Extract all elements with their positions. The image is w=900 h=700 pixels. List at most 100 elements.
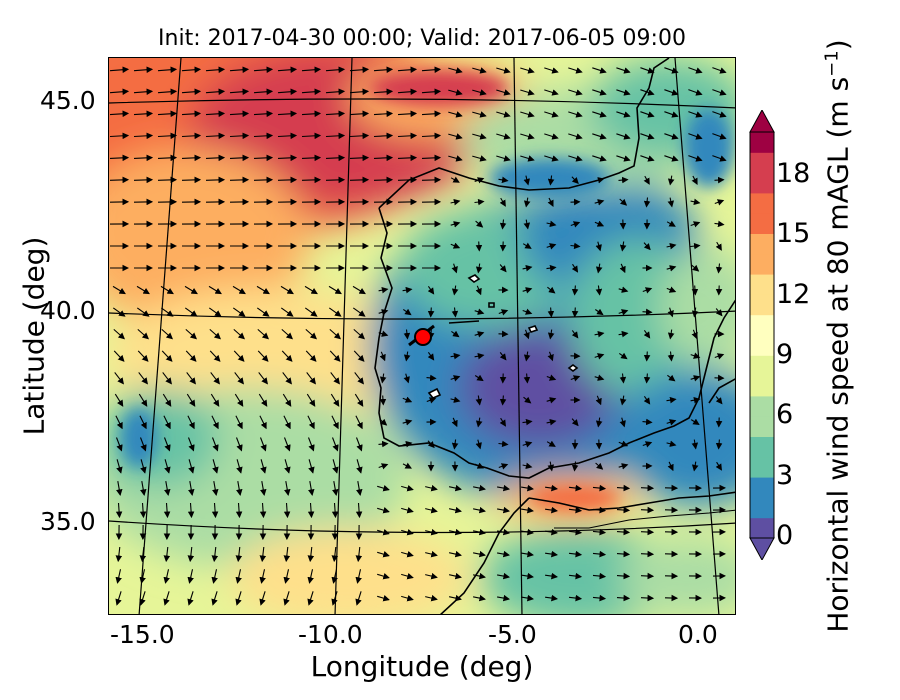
wind-arrow: [235, 591, 242, 606]
wind-arrow: [235, 546, 243, 563]
wind-arrow: [308, 481, 315, 496]
wind-arrow: [301, 66, 322, 74]
wind-arrow: [307, 502, 315, 519]
wind-arrow: [259, 591, 266, 606]
colorbar-label-text: Horizontal wind speed at 80 mAGL (m s: [821, 76, 855, 633]
wind-arrow: [352, 307, 366, 317]
wind-arrow: [448, 111, 463, 118]
wind-arrow: [403, 351, 411, 362]
wind-arrow: [448, 594, 462, 602]
wind-arrow: [325, 176, 346, 184]
wind-arrow: [618, 286, 629, 293]
colorbar-band: [750, 314, 774, 336]
wind-arrow: [181, 66, 202, 74]
wind-arrow: [643, 351, 651, 362]
wind-arrow: [114, 372, 124, 385]
wind-arrow: [522, 287, 533, 294]
wind-arrow: [256, 307, 270, 317]
wind-arrow: [331, 502, 339, 519]
wind-arrow: [283, 415, 291, 430]
y-tick-label: 35.0: [40, 507, 96, 536]
wind-arrow: [307, 415, 315, 430]
wind-arrow: [450, 375, 461, 382]
wind-arrow: [690, 198, 701, 206]
wind-arrow: [349, 176, 370, 184]
wind-arrow: [161, 350, 173, 362]
wind-arrow: [259, 437, 267, 452]
wind-arrow: [356, 481, 363, 496]
wind-arrow: [354, 372, 364, 385]
wind-arrow: [402, 441, 413, 448]
wind-arrow: [140, 481, 147, 496]
wind-arrow: [187, 569, 194, 584]
wind-arrow: [523, 329, 530, 340]
wind-arrow: [331, 569, 338, 584]
wind-arrow: [139, 502, 147, 519]
wind-arrow: [331, 546, 339, 563]
wind-arrow: [595, 462, 604, 470]
wind-arrow: [133, 88, 154, 96]
wind-arrow: [547, 329, 555, 340]
wind-arrow: [640, 506, 655, 514]
wind-arrow: [139, 546, 147, 563]
wind-arrow: [640, 572, 655, 580]
wind-arrow: [140, 459, 147, 474]
wind-arrow: [712, 155, 727, 162]
wind-arrow: [112, 307, 126, 317]
wind-arrow: [592, 67, 607, 74]
wind-arrow: [619, 373, 627, 384]
wind-arrow: [475, 241, 483, 252]
wind-arrow: [236, 459, 243, 474]
wind-arrow: [616, 550, 631, 558]
wind-arrow: [568, 594, 583, 602]
wind-arrow: [229, 176, 250, 184]
wind-arrow: [640, 550, 655, 558]
wind-arrow: [133, 66, 154, 74]
wind-arrow: [472, 484, 486, 492]
wind-arrow: [157, 110, 178, 118]
y-axis-label: Latitude (deg): [17, 236, 51, 436]
colorbar-band: [750, 395, 774, 417]
wind-arrow: [544, 133, 559, 140]
wind-arrow: [349, 132, 370, 140]
wind-arrow: [688, 89, 703, 96]
wind-arrow: [211, 502, 219, 519]
wind-arrow: [260, 481, 267, 496]
wind-arrow: [188, 459, 195, 474]
wind-arrow: [521, 550, 534, 558]
wind-arrow: [715, 263, 723, 274]
wind-arrow: [594, 308, 604, 316]
wind-arrow: [425, 484, 438, 492]
wind-arrow: [187, 415, 195, 430]
wind-arrow: [616, 594, 631, 602]
wind-arrow: [595, 263, 603, 274]
x-axis-label: Longitude (deg): [310, 650, 534, 683]
wind-arrow: [450, 242, 461, 249]
wind-arrow: [164, 459, 171, 474]
wind-arrow: [283, 569, 290, 584]
wind-arrow: [229, 154, 250, 162]
wind-arrow: [116, 481, 123, 496]
wind-arrow: [373, 176, 394, 184]
colorbar-tick: 9: [776, 339, 794, 370]
wind-arrow: [594, 374, 605, 381]
wind-arrow: [619, 417, 626, 428]
wind-arrow: [640, 484, 655, 492]
wind-arrow: [277, 66, 298, 74]
wind-arrow: [373, 110, 394, 118]
wind-arrow: [307, 591, 314, 606]
wind-arrow: [427, 351, 435, 361]
wind-arrow: [115, 502, 123, 519]
wind-arrow: [232, 285, 246, 295]
wind-arrow: [211, 415, 219, 430]
wind-arrow: [115, 415, 123, 430]
wind-arrow: [523, 396, 532, 404]
wind-arrow: [496, 572, 510, 580]
wind-arrow: [229, 66, 250, 74]
wind-arrow: [355, 437, 363, 452]
wind-arrow: [162, 372, 172, 385]
wind-arrow: [280, 307, 294, 317]
wind-arrow: [618, 352, 628, 360]
wind-arrow: [667, 351, 675, 362]
wind-arrow: [187, 546, 195, 563]
